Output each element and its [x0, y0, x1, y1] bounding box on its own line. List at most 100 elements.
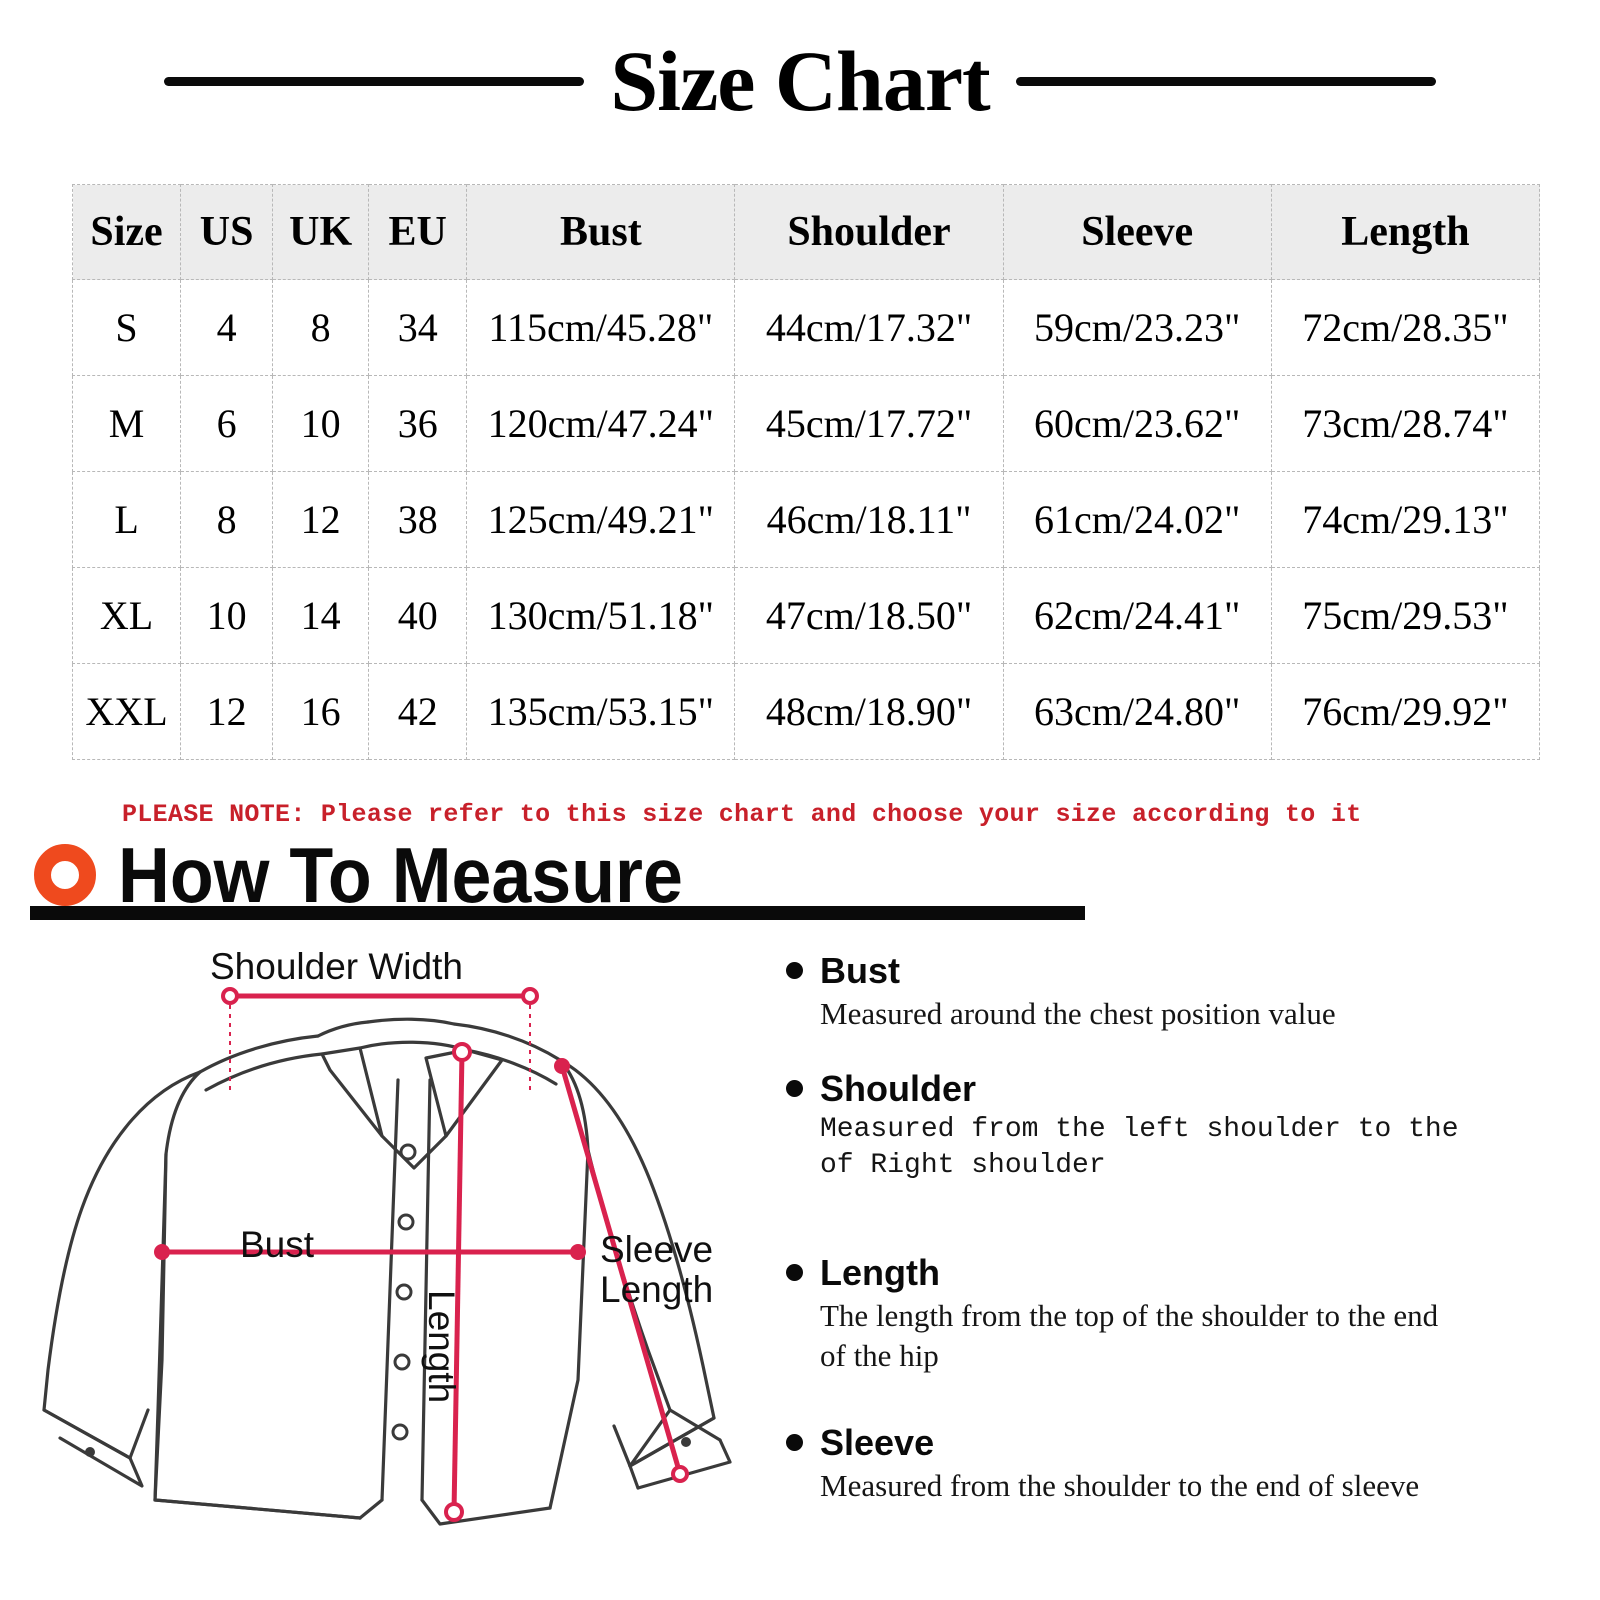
definition-body: The length from the top of the shoulder … [820, 1297, 1439, 1374]
cell-uk: 10 [272, 375, 370, 472]
bust-endpoint-right [570, 1244, 586, 1260]
definition-body: Measured around the chest position value [820, 995, 1336, 1031]
diagram-label-bust: Bust [240, 1224, 315, 1265]
page-title-row: Size Chart [0, 26, 1600, 136]
column-header-sleeve: Sleeve [1002, 184, 1272, 280]
cell-shoulder: 44cm/17.32" [734, 279, 1004, 376]
cell-sleeve: 63cm/24.80" [1002, 663, 1272, 760]
size-table-container: Size US UK EU Bust Shoulder Sleeve Lengt… [71, 184, 1541, 760]
table-row: S 4 8 34 115cm/45.28" 44cm/17.32" 59cm/2… [71, 279, 1541, 376]
cell-eu: 40 [368, 567, 468, 664]
cell-us: 4 [180, 279, 274, 376]
cell-shoulder: 46cm/18.11" [734, 471, 1004, 568]
column-header-bust: Bust [466, 184, 736, 280]
bullet-icon [786, 962, 803, 980]
column-header-length: Length [1270, 184, 1541, 280]
definition-body: Measured from the left shoulder to the o… [820, 1113, 1459, 1182]
definition-title: Bust [820, 950, 900, 991]
column-header-shoulder: Shoulder [734, 184, 1004, 280]
table-row: L 8 12 38 125cm/49.21" 46cm/18.11" 61cm/… [71, 471, 1541, 568]
cell-size: M [71, 375, 182, 472]
length-endpoint-bottom [444, 1502, 464, 1522]
cell-bust: 115cm/45.28" [466, 279, 736, 376]
cell-size: XXL [71, 663, 182, 760]
cell-eu: 42 [368, 663, 468, 760]
cuff-buttons [85, 1437, 691, 1457]
length-line [451, 1051, 465, 1513]
cell-sleeve: 61cm/24.02" [1002, 471, 1272, 568]
cell-us: 12 [180, 663, 274, 760]
cell-length: 73cm/28.74" [1270, 375, 1541, 472]
definition-heading: Sleeve [786, 1424, 1419, 1462]
ring-icon [34, 844, 96, 906]
definition-title: Sleeve [820, 1422, 935, 1463]
column-header-size: Size [71, 184, 182, 280]
column-header-eu: EU [368, 184, 468, 280]
diagram-label-shoulder-width: Shoulder Width [210, 946, 463, 987]
cell-shoulder: 48cm/18.90" [734, 663, 1004, 760]
definition-item-shoulder: Shoulder Measured from the left shoulder… [786, 1070, 1460, 1185]
cell-bust: 120cm/47.24" [466, 375, 736, 472]
cell-us: 8 [180, 471, 274, 568]
bust-endpoint-left [154, 1244, 170, 1260]
length-endpoint-top [452, 1042, 472, 1062]
cell-length: 75cm/29.53" [1270, 567, 1541, 664]
cell-shoulder: 47cm/18.50" [734, 567, 1004, 664]
cell-bust: 135cm/53.15" [466, 663, 736, 760]
cell-length: 74cm/29.13" [1270, 471, 1541, 568]
bullet-icon [786, 1264, 803, 1282]
cell-size: XL [71, 567, 182, 664]
diagram-label-sleeve-line2: Length [600, 1268, 714, 1310]
cell-size: L [71, 471, 182, 568]
definition-heading: Bust [786, 952, 1336, 990]
diagram-label-sleeve-length: Sleeve Length [600, 1230, 713, 1310]
shirt-diagram-svg [42, 987, 732, 1526]
cell-sleeve: 59cm/23.23" [1002, 279, 1272, 376]
shirt-buttons [391, 1143, 417, 1441]
definition-item-sleeve: Sleeve Measured from the shoulder to the… [786, 1424, 1419, 1506]
table-row: XL 10 14 40 130cm/51.18" 47cm/18.50" 62c… [71, 567, 1541, 664]
cell-shoulder: 45cm/17.72" [734, 375, 1004, 472]
sleeve-length-line [559, 1065, 683, 1475]
definition-item-bust: Bust Measured around the chest position … [786, 952, 1336, 1034]
how-to-measure-title: How To Measure [118, 831, 683, 919]
definition-heading: Shoulder [786, 1070, 1460, 1108]
size-chart-table: Size US UK EU Bust Shoulder Sleeve Lengt… [71, 184, 1541, 760]
table-header-row: Size US UK EU Bust Shoulder Sleeve Lengt… [71, 184, 1541, 280]
cell-uk: 16 [272, 663, 370, 760]
bullet-icon [786, 1080, 803, 1098]
shoulder-width-endpoint-right [521, 987, 539, 1005]
table-row: M 6 10 36 120cm/47.24" 45cm/17.72" 60cm/… [71, 375, 1541, 472]
cell-eu: 38 [368, 471, 468, 568]
shoulder-width-endpoint-left [221, 987, 239, 1005]
definition-item-length: Length The length from the top of the sh… [786, 1254, 1460, 1376]
diagram-label-length: Length [421, 1290, 462, 1404]
cell-sleeve: 62cm/24.41" [1002, 567, 1272, 664]
section-divider-bar [30, 906, 1085, 920]
cell-uk: 8 [272, 279, 370, 376]
please-note-text: PLEASE NOTE: Please refer to this size c… [122, 800, 1362, 829]
column-header-uk: UK [272, 184, 370, 280]
cell-us: 10 [180, 567, 274, 664]
measurement-lines [154, 987, 689, 1522]
bullet-icon [786, 1434, 803, 1452]
cell-us: 6 [180, 375, 274, 472]
table-row: XXL 12 16 42 135cm/53.15" 48cm/18.90" 63… [71, 663, 1541, 760]
how-to-measure-heading: How To Measure [34, 836, 732, 914]
title-rule-left [164, 76, 585, 86]
cell-bust: 130cm/51.18" [466, 567, 736, 664]
cell-eu: 34 [368, 279, 468, 376]
cell-length: 72cm/28.35" [1270, 279, 1541, 376]
garment-measurement-diagram: Shoulder Width Bust Sleeve Length Length [30, 940, 790, 1580]
diagram-label-sleeve-line1: Sleeve [600, 1229, 714, 1270]
cell-sleeve: 60cm/23.62" [1002, 375, 1272, 472]
cell-bust: 125cm/49.21" [466, 471, 736, 568]
sleeve-length-endpoint-bottom [671, 1465, 689, 1483]
title-rule-right [1015, 76, 1436, 86]
definition-body: Measured from the shoulder to the end of… [820, 1467, 1420, 1503]
definition-title: Shoulder [820, 1068, 977, 1109]
definition-title: Length [820, 1252, 940, 1293]
definition-heading: Length [786, 1254, 1460, 1292]
cell-length: 76cm/29.92" [1270, 663, 1541, 760]
cell-size: S [71, 279, 182, 376]
